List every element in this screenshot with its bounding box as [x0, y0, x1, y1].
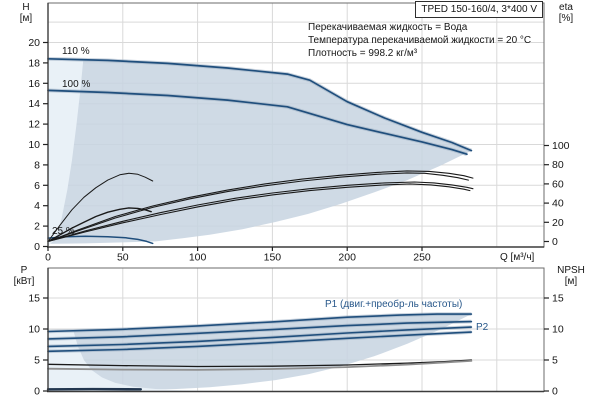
left-tick-label: 4: [34, 200, 40, 212]
right-tick-label: 40: [552, 198, 564, 210]
p2-110-curve: [47, 326, 473, 348]
info-line-liquid: Перекачиваемая жидкость = Вода: [308, 22, 468, 33]
right-tick-label: 20: [552, 217, 564, 229]
p2-curve-label: P2: [476, 322, 489, 333]
eta-axis-unit: [%]: [558, 13, 574, 24]
x-tick-label: 200: [338, 252, 356, 264]
info-line-temperature: Температура перекачиваемой жидкости = 20…: [308, 35, 532, 46]
power-envelope: [48, 314, 472, 391]
left-tick-label: 10: [28, 324, 40, 336]
speed-110-label: 110 %: [62, 46, 90, 57]
p1-100-curve: [47, 320, 473, 340]
speed-25-label: 25 %: [52, 226, 75, 237]
speed-100-curve: [47, 89, 468, 156]
left-tick-label: 16: [28, 78, 40, 90]
left-tick-label: 5: [34, 355, 40, 367]
left-tick-label: 15: [28, 293, 40, 305]
right-tick-label: 15: [552, 293, 564, 305]
speed-100-label: 100 %: [62, 79, 91, 90]
pump-model-box: TPED 150-160/4, 3*400 V: [415, 1, 543, 18]
left-tick-label: 8: [34, 159, 40, 171]
left-tick-label: 10: [28, 139, 40, 151]
npsh-110-curve: [47, 359, 473, 368]
right-tick-label: 100: [552, 140, 570, 152]
right-tick-label: 80: [552, 159, 564, 171]
left-tick-label: 0: [34, 386, 40, 398]
x-tick-label: 250: [413, 252, 431, 264]
right-tick-label: 5: [552, 355, 558, 367]
p-npsh: 0 5 10 15 0 5 10 15: [28, 267, 564, 398]
right-tick-label: 0: [552, 386, 558, 398]
x-tick-label: 50: [117, 252, 129, 264]
eta-axis-symbol: eta: [559, 2, 573, 13]
eta-pump-25-curve: [47, 172, 154, 242]
p-axis-symbol: P: [20, 265, 28, 276]
eta-axis-title: eta [%]: [548, 2, 584, 24]
p-axis-unit: [кВт]: [13, 276, 35, 287]
q-axis-title: Q [м³/ч]: [500, 252, 535, 263]
h-axis-title: H [м]: [8, 2, 44, 24]
p1-110-curve: [47, 313, 473, 333]
p-axis-title: P [кВт]: [4, 265, 44, 287]
npsh-axis-title: NPSH [м]: [546, 265, 596, 287]
npsh-axis-unit: [м]: [564, 276, 578, 287]
info-line-density: Плотность = 998.2 кг/м³: [308, 48, 418, 59]
left-tick-label: 12: [28, 119, 40, 131]
eta-total-100-curve: [47, 183, 471, 243]
eta-pump-100-curve: [47, 172, 469, 243]
power-low-flow-region: [48, 330, 235, 391]
left-tick-label: 20: [28, 37, 40, 49]
speed-25-curve: [47, 235, 154, 245]
speed-110-curve: [47, 57, 473, 152]
x-tick-label: 100: [189, 252, 207, 264]
left-tick-label: 18: [28, 57, 40, 69]
low-flow-region: [48, 58, 84, 247]
npsh-100-curve: [47, 359, 473, 371]
right-tick-label: 60: [552, 178, 564, 190]
liquid-info: Перекачиваемая жидкость = Вода Температу…: [308, 21, 531, 60]
eta-total-110-curve: [47, 181, 474, 243]
right-tick-label: 0: [552, 236, 558, 248]
left-tick-label: 0: [34, 241, 40, 253]
right-tick-label: 10: [552, 324, 564, 336]
x-tick-label: 0: [45, 252, 51, 264]
left-tick-label: 14: [28, 98, 40, 110]
p2-100-curve: [47, 331, 473, 353]
left-tick-label: 6: [34, 180, 40, 192]
left-tick-label: 2: [34, 221, 40, 233]
x-tick-label: 150: [264, 252, 282, 264]
p1-curve-label: P1 (двиг.+преобр-ль частоты): [325, 299, 463, 310]
h-axis-unit: [м]: [19, 13, 33, 24]
npsh-axis-symbol: NPSH: [557, 265, 585, 276]
eta-total-25-curve: [47, 207, 152, 243]
eta-pump-110-curve: [47, 170, 474, 243]
h-axis-symbol: H: [22, 2, 30, 13]
duty-envelope: [48, 58, 472, 244]
